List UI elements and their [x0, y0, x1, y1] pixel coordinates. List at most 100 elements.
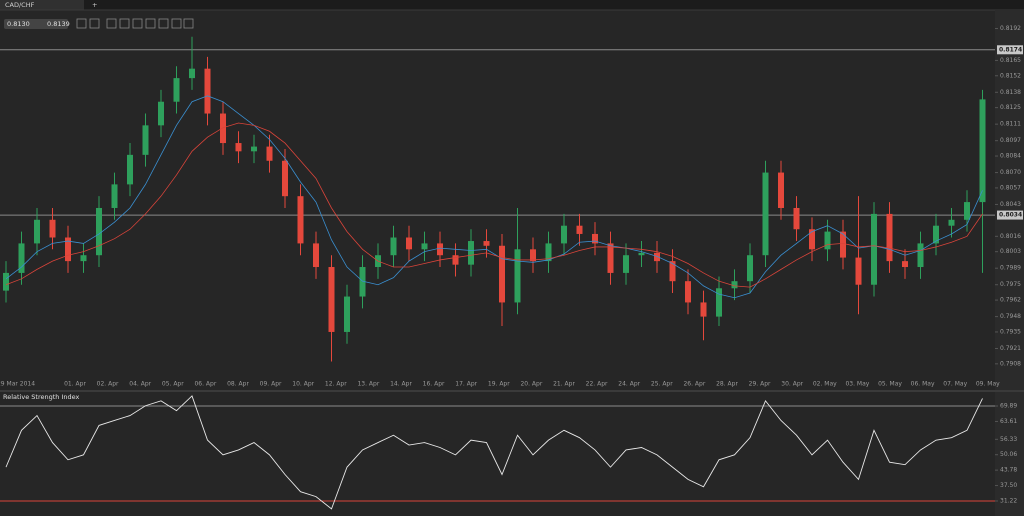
tab[interactable]: [0, 0, 84, 10]
x-tick-label: 01. Apr: [64, 381, 86, 388]
level-label: 0.8034: [999, 212, 1022, 219]
candle-body: [561, 225, 567, 244]
candle-body: [700, 302, 707, 317]
templates[interactable]: [145, 18, 156, 29]
x-tick-label: 25. Apr: [651, 381, 673, 388]
quote-box: [4, 19, 68, 29]
candle-body: [948, 219, 955, 226]
x-tick-label: 04. Apr: [129, 381, 151, 388]
candle-body: [638, 252, 645, 256]
candle-body: [297, 196, 304, 244]
x-tick-label: 22. Apr: [586, 381, 608, 388]
x-tick-label: 08. Apr: [227, 381, 249, 388]
x-tick-label: 29 Mar 2014: [0, 381, 35, 388]
candle-body: [437, 243, 443, 256]
y-tick-label: 0.8057: [1000, 184, 1021, 191]
x-tick-label: 29. Apr: [749, 381, 771, 388]
y-tick-label: 0.7989: [1000, 265, 1021, 272]
candle-body: [3, 272, 9, 291]
candle-body: [716, 288, 722, 317]
x-tick-label: 03. May: [845, 381, 869, 388]
x-tick-label: 20. Apr: [520, 381, 542, 388]
x-tick-label: 05. May: [878, 381, 902, 388]
crosshair[interactable]: [106, 18, 117, 29]
candle-body: [654, 252, 660, 262]
level-label: 0.8174: [999, 46, 1022, 53]
candle-body: [530, 249, 536, 262]
y-tick-label: 0.8070: [1000, 169, 1021, 176]
candle-body: [886, 213, 893, 262]
y-tick-label: 0.7935: [1000, 328, 1021, 335]
candle-body: [266, 146, 273, 161]
y-tick-label: 0.8192: [1000, 25, 1021, 32]
candle-body: [855, 257, 862, 285]
y-tick-label: 31.22: [1000, 497, 1017, 504]
panel-title: Relative Strength Index: [3, 393, 80, 401]
screenshot[interactable]: [171, 18, 182, 29]
chart-type[interactable]: [119, 18, 130, 29]
bid: 0.8130: [7, 20, 30, 28]
candle-body: [778, 172, 784, 208]
moving-average: [5, 122, 983, 288]
x-tick-label: 06. Apr: [194, 381, 216, 388]
x-tick-label: 05. Apr: [162, 381, 184, 388]
candle-body: [18, 243, 25, 273]
candle-body: [452, 255, 459, 265]
candle-body: [142, 125, 149, 155]
x-tick-label: 28. Apr: [716, 381, 738, 388]
candle-body: [483, 241, 490, 246]
candle-body: [158, 101, 164, 126]
candle-body: [80, 255, 87, 262]
x-tick-label: 07. May: [943, 381, 967, 388]
candle-body: [964, 202, 970, 220]
candle-body: [65, 237, 71, 262]
y-tick-label: 50.06: [1000, 451, 1017, 458]
y-tick-label: 0.8084: [1000, 153, 1021, 160]
candle-body: [499, 245, 505, 303]
candle-body: [747, 255, 753, 282]
candle-body: [111, 184, 118, 208]
candle-body: [623, 255, 629, 273]
x-tick-label: 16. Apr: [423, 381, 445, 388]
x-tick-label: 09. Apr: [260, 381, 282, 388]
x-tick-label: 17. Apr: [455, 381, 477, 388]
zoom-out[interactable]: [89, 18, 100, 29]
x-tick-label: 06. May: [911, 381, 935, 388]
x-tick-label: 30. Apr: [781, 381, 803, 388]
zoom-in[interactable]: [76, 18, 87, 29]
add-tab[interactable]: +: [92, 1, 97, 9]
candle-body: [840, 231, 846, 258]
y-tick-label: 0.8003: [1000, 248, 1021, 255]
x-tick-label: 12. Apr: [325, 381, 347, 388]
moving-average: [5, 95, 983, 299]
candle-body: [545, 243, 552, 262]
candle-body: [189, 68, 195, 79]
candle-body: [127, 154, 133, 185]
candle-body: [328, 267, 335, 332]
y-tick-label: 0.7962: [1000, 297, 1021, 304]
candle-body: [173, 78, 180, 102]
candle-body: [592, 233, 598, 244]
candle-body: [917, 243, 924, 268]
y-tick-label: 0.8043: [1000, 201, 1021, 208]
candle-body: [220, 113, 226, 144]
y-tick-label: 0.7921: [1000, 345, 1021, 352]
y-tick-label: 0.8125: [1000, 104, 1021, 111]
indicators[interactable]: [132, 18, 143, 29]
candle-body: [607, 243, 614, 273]
candle-body: [251, 146, 257, 152]
y-tick-label: 43.78: [1000, 467, 1017, 474]
x-tick-label: 02. May: [813, 381, 837, 388]
tab-symbol[interactable]: CAD/CHF: [5, 1, 35, 9]
settings[interactable]: [158, 18, 169, 29]
x-tick-label: 09. May: [976, 381, 1000, 388]
y-tick-label: 0.7948: [1000, 313, 1021, 320]
candle-body: [282, 160, 288, 197]
draw[interactable]: [183, 18, 194, 29]
candle-body: [468, 241, 474, 265]
y-tick-label: 0.7975: [1000, 281, 1021, 288]
x-tick-label: 14. Apr: [390, 381, 412, 388]
ask: 0.8139: [47, 20, 70, 28]
